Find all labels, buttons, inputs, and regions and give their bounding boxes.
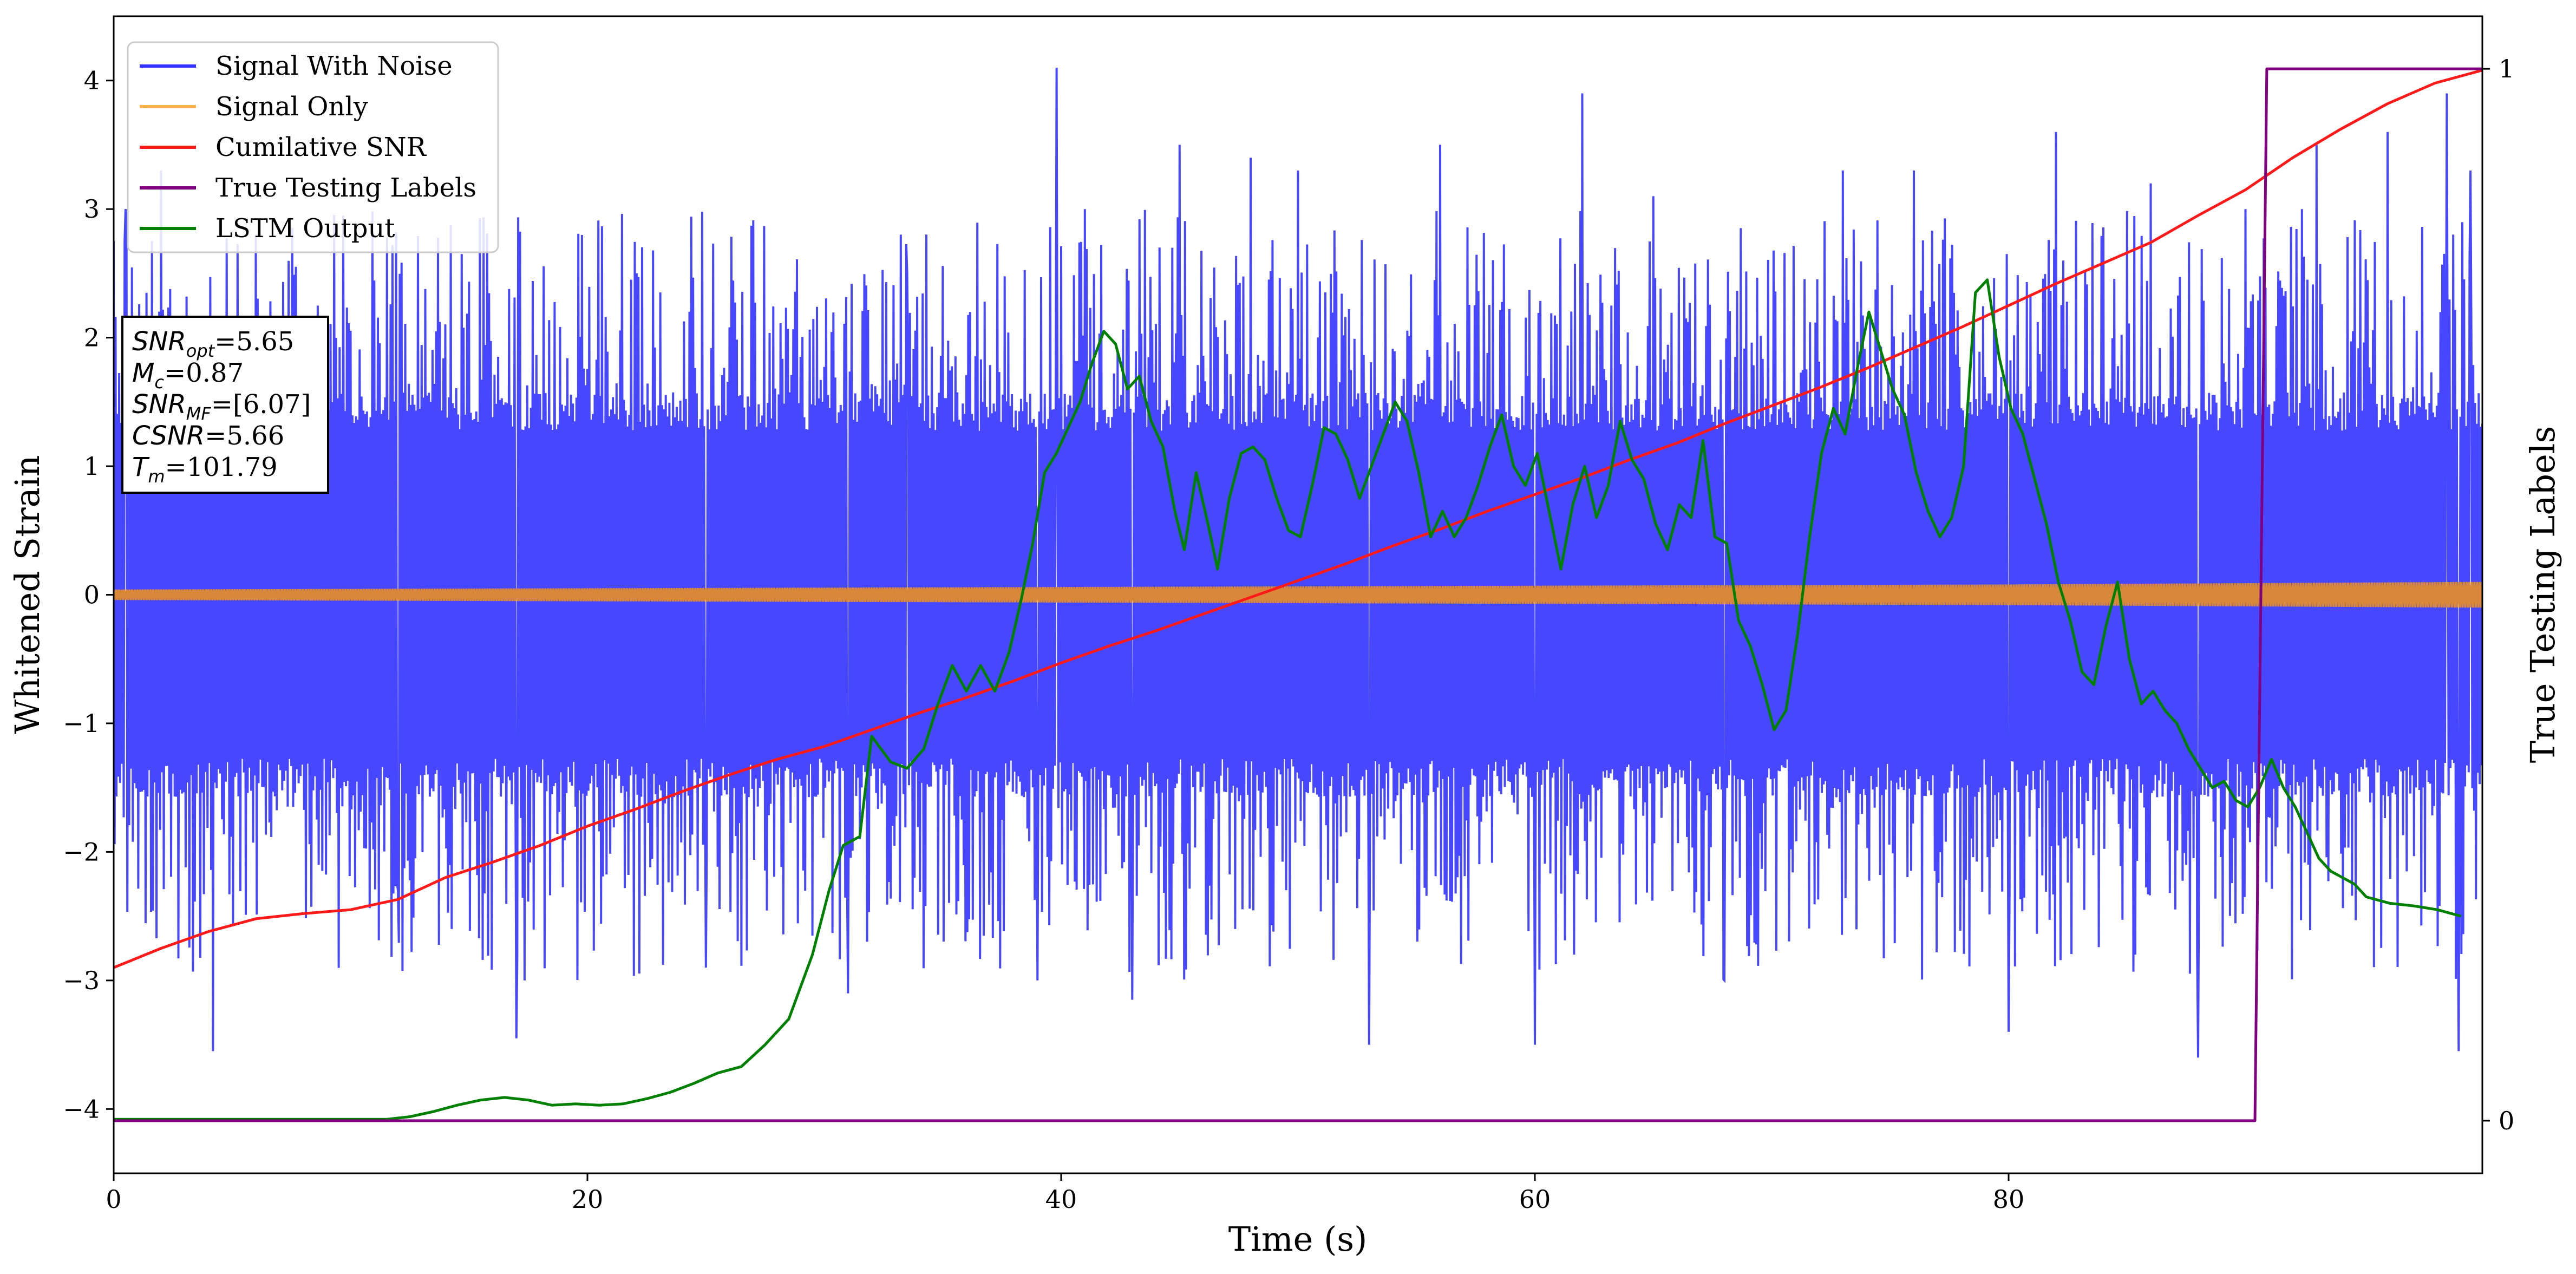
info-value: =101.79 bbox=[165, 452, 278, 482]
series-cumilative-snr bbox=[114, 69, 2482, 969]
x-axis: 0 20 40 60 80 bbox=[106, 1173, 2024, 1214]
series-true-testing-labels bbox=[114, 67, 2482, 1122]
legend-label: Signal Only bbox=[215, 92, 368, 122]
legend: Signal With Noise Signal Only Cumilative S… bbox=[127, 41, 499, 253]
x-tick-label: 20 bbox=[572, 1185, 604, 1214]
info-value: =[6.07] bbox=[211, 389, 311, 420]
info-subscript: MF bbox=[186, 403, 212, 424]
series-lstm-output bbox=[114, 278, 2462, 1121]
info-symbol: SNR bbox=[132, 326, 186, 357]
info-symbol: M bbox=[132, 358, 154, 388]
y-axis-left-title: Whitened Strain bbox=[8, 455, 47, 734]
y-right-tick-label: 0 bbox=[2499, 1106, 2514, 1135]
y-left-tick-label: −4 bbox=[63, 1094, 100, 1123]
x-axis-title: Time (s) bbox=[1228, 1219, 1368, 1259]
y-axis-right-title: True Testing Labels bbox=[2523, 426, 2562, 763]
x-tick-label: 0 bbox=[106, 1185, 121, 1214]
y-left-tick-label: 4 bbox=[84, 66, 100, 95]
legend-label: Cumilative SNR bbox=[215, 132, 427, 162]
info-line: Tm=101.79 bbox=[132, 452, 278, 487]
info-line: SNRMF=[6.07] bbox=[132, 389, 311, 424]
x-tick-label: 80 bbox=[1993, 1185, 2025, 1214]
info-subscript: m bbox=[148, 466, 165, 487]
y-axis-left: −4 −3 −2 −1 0 1 2 3 4 bbox=[63, 66, 114, 1123]
info-value: =5.66 bbox=[205, 421, 284, 451]
info-line: CSNR=5.66 bbox=[132, 421, 284, 451]
y-left-tick-label: −2 bbox=[63, 837, 100, 866]
info-value: =5.65 bbox=[214, 326, 294, 357]
y-left-tick-label: 0 bbox=[84, 580, 100, 610]
y-left-tick-label: 2 bbox=[84, 323, 100, 352]
legend-label: LSTM Output bbox=[215, 213, 395, 244]
legend-box bbox=[127, 41, 499, 253]
series-signal-only bbox=[114, 582, 2482, 608]
info-subscript: c bbox=[154, 372, 164, 393]
legend-label: Signal With Noise bbox=[215, 51, 453, 81]
legend-label: True Testing Labels bbox=[215, 173, 476, 203]
y-left-tick-label: −3 bbox=[63, 966, 100, 995]
x-tick-label: 60 bbox=[1519, 1185, 1551, 1214]
info-box-frame bbox=[121, 316, 329, 494]
y-left-tick-label: 3 bbox=[84, 194, 100, 224]
info-line: Mc=0.87 bbox=[132, 358, 244, 393]
y-axis-right: 01 bbox=[2482, 54, 2514, 1135]
y-left-tick-label: 1 bbox=[84, 452, 100, 481]
info-symbol: T bbox=[132, 452, 150, 482]
plot-area bbox=[114, 67, 2482, 1122]
y-right-tick-label: 1 bbox=[2499, 54, 2514, 83]
x-tick-label: 40 bbox=[1045, 1185, 1077, 1214]
info-box: SNRopt=5.65Mc=0.87SNRMF=[6.07]CSNR=5.66T… bbox=[121, 316, 329, 494]
series-signal-with-noise bbox=[114, 67, 2482, 1058]
info-value: =0.87 bbox=[164, 358, 244, 388]
info-line: SNRopt=5.65 bbox=[132, 326, 294, 361]
y-left-tick-label: −1 bbox=[63, 709, 100, 738]
info-symbol: SNR bbox=[132, 389, 186, 420]
info-subscript: opt bbox=[186, 341, 215, 361]
info-symbol: CSNR bbox=[132, 421, 205, 451]
